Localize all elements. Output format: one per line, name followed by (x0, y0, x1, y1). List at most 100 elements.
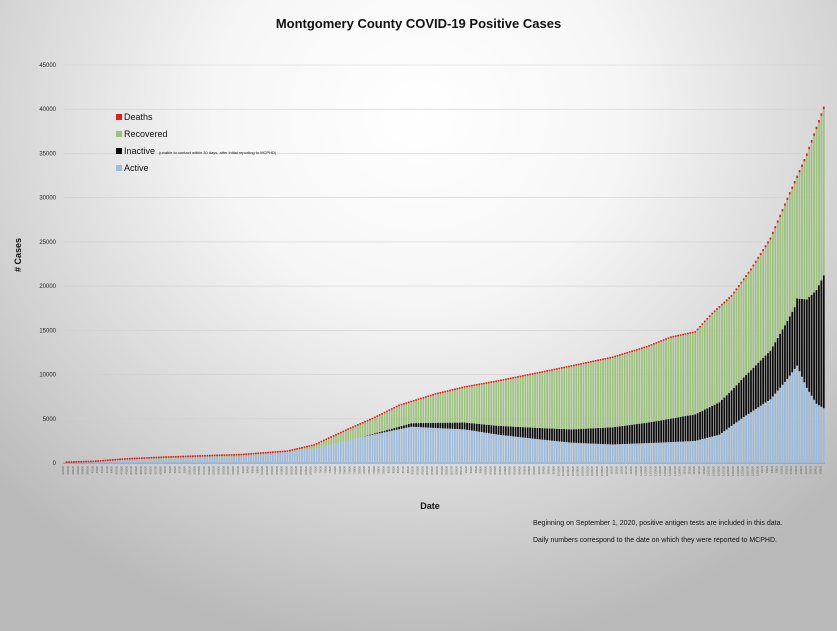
bar-inactive-2020-10-18 (577, 429, 580, 443)
bar-active-2020-04-11 (116, 460, 119, 463)
bar-recovered-2020-09-12 (490, 382, 493, 426)
bar-deaths-2020-09-22 (514, 376, 517, 379)
bar-recovered-2020-08-03 (393, 408, 396, 429)
bar-recovered-2020-08-26 (449, 391, 451, 423)
bar-inactive-2020-12-06 (696, 413, 699, 441)
bar-deaths-2020-07-22 (364, 420, 367, 423)
x-tick-label: 6/22/20 (289, 465, 293, 474)
bar-deaths-2020-06-05 (250, 453, 252, 455)
bar-recovered-2021-01-03 (764, 247, 767, 356)
bar-inactive-2020-11-15 (645, 422, 648, 444)
bar-recovered-2020-11-15 (645, 347, 648, 423)
bar-active-2021-01-09 (779, 387, 781, 463)
bar-deaths-2020-04-19 (136, 457, 138, 460)
bar-deaths-2020-04-11 (116, 458, 119, 461)
x-tick-label: 5/31/20 (236, 465, 240, 474)
bar-active-2020-06-06 (252, 455, 255, 463)
bar-active-2020-09-10 (485, 432, 488, 463)
x-tick-label: 11/9/20 (629, 465, 633, 474)
bar-recovered-2020-11-20 (657, 342, 660, 421)
bar-recovered-2020-09-17 (502, 380, 505, 427)
y-tick-labels: 0 5000 10000 15000 20000 25000 30000 35000 40000… (39, 63, 56, 467)
bar-deaths-2020-06-10 (262, 452, 265, 454)
bar-deaths-2020-09-09 (483, 382, 485, 385)
bar-deaths-2021-01-27 (822, 106, 825, 110)
bar-inactive-2020-11-01 (611, 427, 614, 445)
bar-active-2020-06-16 (276, 452, 279, 463)
bar-inactive-2021-01-05 (769, 350, 772, 400)
bar-deaths-2020-09-30 (534, 372, 536, 375)
bar-active-2021-01-18 (801, 376, 803, 463)
bar-inactive-2021-01-21 (808, 297, 811, 392)
bar-active-2020-05-27 (228, 457, 231, 463)
bar-recovered-2021-01-06 (771, 234, 774, 347)
bar-recovered-2020-12-26 (745, 277, 748, 376)
bar-recovered-2021-01-19 (803, 161, 806, 300)
bar-inactive-2021-01-24 (815, 290, 818, 404)
bar-recovered-2020-06-05 (250, 454, 252, 456)
x-tick-label: 8/19/20 (430, 465, 434, 474)
bar-deaths-2020-10-07 (551, 369, 553, 371)
bar-recovered-2020-07-01 (313, 445, 316, 449)
bar-recovered-2020-05-17 (204, 456, 206, 458)
bar-deaths-2020-05-09 (184, 455, 187, 458)
bar-recovered-2020-10-31 (609, 358, 612, 428)
bar-active-2020-04-22 (143, 459, 146, 463)
bar-active-2020-04-24 (148, 459, 151, 463)
bar-inactive-2021-01-10 (781, 329, 784, 385)
x-tick-label: 6/4/20 (246, 465, 250, 473)
bar-recovered-2020-11-24 (667, 338, 670, 420)
bar-inactive-2020-12-02 (687, 415, 689, 442)
bar-deaths-2020-05-26 (225, 454, 228, 456)
bar-active-2020-09-21 (512, 436, 515, 463)
bar-active-2020-05-15 (199, 457, 201, 463)
x-tick-label: 6/10/20 (260, 465, 264, 474)
x-tick-label: 7/18/20 (352, 465, 356, 474)
x-tick-label: 7/6/20 (323, 465, 327, 473)
bar-active-2020-12-09 (704, 438, 706, 463)
bar-deaths-2020-10-12 (563, 366, 565, 369)
bar-inactive-2020-12-10 (706, 408, 709, 438)
bar-recovered-2020-07-07 (327, 438, 330, 446)
x-tick-label: 12/29/20 (750, 465, 754, 476)
bar-recovered-2020-10-11 (560, 368, 563, 429)
bar-inactive-2020-12-14 (716, 403, 718, 436)
bar-recovered-2020-07-28 (378, 415, 381, 433)
bar-inactive-2021-01-13 (788, 316, 791, 376)
bar-inactive-2021-01-16 (796, 298, 798, 366)
bar-active-2020-09-17 (502, 435, 505, 463)
legend-label-recovered: Recovered (124, 129, 168, 139)
bar-recovered-2020-07-30 (383, 413, 386, 431)
bar-inactive-2020-10-13 (565, 429, 568, 443)
bar-inactive-2020-12-18 (725, 395, 728, 430)
bar-deaths-2020-12-10 (706, 317, 709, 320)
bar-active-2020-12-17 (723, 431, 726, 463)
bar-inactive-2020-11-13 (640, 423, 643, 444)
bar-inactive-2020-10-27 (599, 427, 602, 444)
bar-deaths-2020-05-11 (189, 455, 192, 458)
bar-active-2020-11-03 (616, 444, 619, 463)
bar-deaths-2021-01-26 (820, 113, 823, 116)
bar-recovered-2020-08-20 (434, 394, 437, 423)
bar-deaths-2020-12-19 (728, 297, 731, 300)
bar-deaths-2020-06-07 (255, 452, 257, 455)
bar-deaths-2020-04-21 (140, 457, 143, 459)
bar-recovered-2020-10-13 (565, 367, 568, 430)
bar-recovered-2020-09-29 (531, 374, 534, 428)
bar-deaths-2020-08-13 (417, 398, 420, 401)
bar-inactive-2020-07-29 (381, 431, 383, 433)
bar-recovered-2020-09-14 (495, 382, 498, 426)
bar-recovered-2020-07-10 (335, 435, 337, 444)
bar-active-2020-08-01 (388, 431, 391, 463)
bar-recovered-2020-11-25 (670, 337, 672, 419)
x-tick-label: 8/25/20 (445, 465, 449, 474)
bar-recovered-2020-04-20 (138, 459, 141, 460)
bar-recovered-2020-08-31 (461, 388, 464, 423)
x-tick-label: 5/9/20 (183, 465, 187, 473)
bar-inactive-2021-01-04 (767, 353, 769, 401)
x-tick-label: 4/7/20 (105, 465, 109, 473)
bar-deaths-2020-10-06 (548, 369, 551, 372)
bar-active-2021-01-17 (798, 371, 801, 463)
bar-deaths-2020-10-16 (572, 364, 575, 367)
bar-inactive-2020-10-12 (563, 429, 565, 442)
